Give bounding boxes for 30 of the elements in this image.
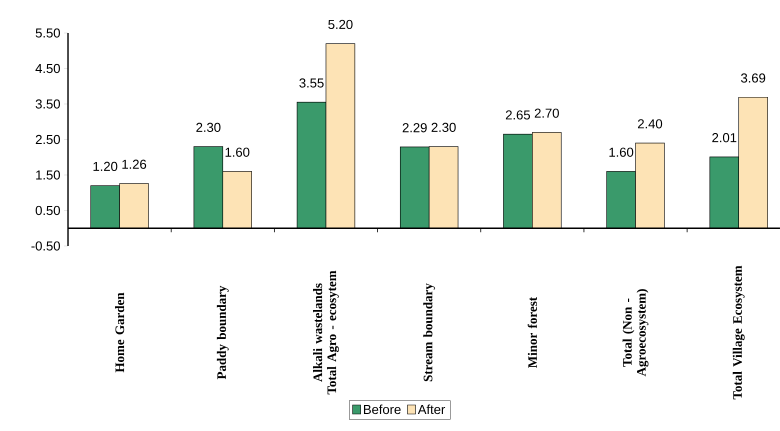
y-tick-label: 1.50 — [36, 170, 60, 180]
data-label: 2.01 — [712, 133, 736, 142]
y-tick-label: 3.50 — [36, 99, 60, 109]
x-tick-label: Alkali wastelands Total Agro - ecosytem — [313, 270, 339, 394]
data-label: 2.65 — [506, 110, 530, 120]
y-tick-label: -0.50 — [31, 241, 60, 251]
x-tick-label: Total Village Ecosystem — [732, 266, 745, 400]
data-label: 2.40 — [638, 119, 662, 128]
x-tick-label: Paddy boundary — [216, 286, 229, 380]
y-tick-label: 5.50 — [36, 28, 60, 38]
x-tick-label: Stream boundary — [423, 283, 436, 382]
data-label: 1.26 — [122, 160, 146, 169]
y-tick-label: 2.50 — [36, 134, 60, 144]
y-tick-label: 0.50 — [36, 206, 60, 216]
y-tick-label: 4.50 — [35, 64, 60, 74]
x-tick-label: Total (Non - Agroecosystem) — [622, 289, 648, 376]
data-label: 3.69 — [741, 73, 766, 83]
legend-label: After — [418, 404, 446, 414]
data-label: 3.55 — [299, 78, 324, 88]
x-tick-label: Home Garden — [115, 292, 124, 372]
data-label: 2.30 — [432, 122, 456, 132]
data-label: 1.20 — [93, 162, 118, 172]
data-label: 2.30 — [196, 122, 220, 132]
x-tick-label: Minor forest — [528, 296, 537, 368]
data-label: 5.20 — [328, 20, 353, 30]
data-label: 2.29 — [402, 123, 427, 132]
data-label: 1.60 — [609, 148, 634, 157]
legend-label: Before — [364, 404, 401, 414]
data-label: 2.70 — [534, 108, 559, 118]
data-label: 1.60 — [226, 148, 250, 157]
